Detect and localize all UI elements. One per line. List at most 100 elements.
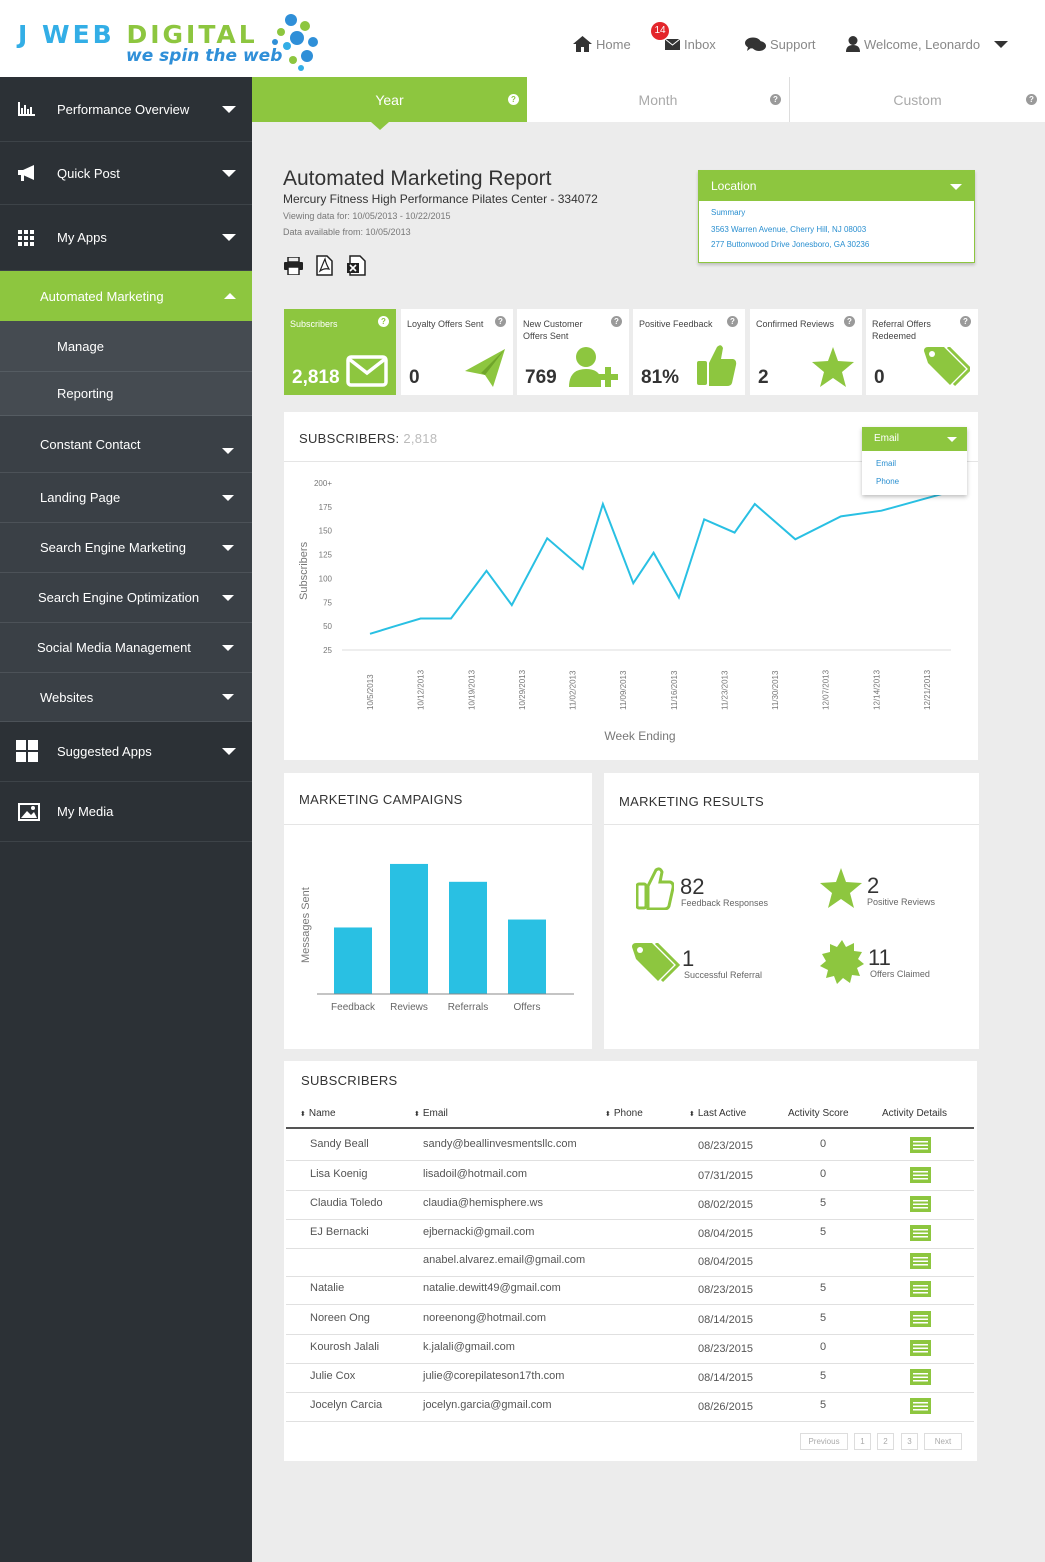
help-icon[interactable]: ?: [611, 316, 622, 327]
column-header-name[interactable]: ⬍ Name: [300, 1108, 336, 1119]
sidebar-item-constant-contact[interactable]: Constant Contact: [0, 416, 252, 473]
result-reviews-label: Positive Reviews: [867, 897, 936, 907]
location-option[interactable]: Summary: [711, 208, 746, 217]
sidebar-item-my-apps[interactable]: My Apps: [0, 205, 252, 271]
divider: [604, 824, 979, 825]
x-tick-label: Referrals: [448, 1002, 489, 1013]
activity-details-icon[interactable]: [910, 1398, 931, 1414]
sidebar-item-performance[interactable]: Performance Overview: [0, 77, 252, 142]
channel-option-phone[interactable]: Phone: [876, 477, 900, 486]
megaphone-icon: [18, 165, 34, 181]
kpi-loyalty-offers[interactable]: Loyalty Offers Sent ? 0: [401, 309, 513, 395]
cell-name: Julie Cox: [310, 1370, 356, 1382]
pagination-page-3[interactable]: 3: [901, 1433, 918, 1450]
tab-year[interactable]: Year ?: [252, 77, 527, 122]
location-option[interactable]: 277 Buttonwood Drive Jonesboro, GA 30236: [711, 240, 870, 249]
chevron-down-icon: [222, 169, 236, 177]
kpi-new-customer-offers[interactable]: New Customer Offers Sent ? 769: [517, 309, 629, 395]
cell-last-active: 08/14/2015: [698, 1314, 754, 1326]
sidebar-item-seo[interactable]: Search Engine Optimization: [0, 573, 252, 623]
chevron-down-icon: [222, 694, 234, 700]
cell-email: natalie.dewitt49@gmail.com: [423, 1282, 561, 1294]
sidebar-item-sem[interactable]: Search Engine Marketing: [0, 523, 252, 573]
help-icon[interactable]: ?: [1026, 94, 1037, 105]
cell-email: lisadoil@hotmail.com: [423, 1168, 528, 1180]
channel-dropdown[interactable]: Email Email Phone: [862, 427, 967, 495]
nav-inbox[interactable]: 14 Inbox: [651, 22, 716, 56]
chevron-down-icon: [222, 105, 236, 113]
y-tick-label: 100: [319, 574, 333, 583]
add-user-icon: [569, 347, 618, 387]
pdf-icon[interactable]: [316, 255, 333, 276]
kpi-positive-feedback[interactable]: Positive Feedback ? 81%: [633, 309, 745, 395]
x-tick-label: 10/29/2013: [518, 669, 527, 710]
sidebar-subitem-manage[interactable]: Manage: [0, 321, 252, 372]
kpi-title: Loyalty Offers Sent: [407, 319, 484, 329]
user-menu[interactable]: Welcome, Leonardo: [846, 32, 1009, 56]
activity-details-icon[interactable]: [910, 1311, 931, 1327]
cell-activity-score: 5: [820, 1226, 827, 1238]
activity-details-icon[interactable]: [910, 1253, 931, 1269]
column-header-last-active[interactable]: ⬍ Last Active: [689, 1108, 747, 1119]
sidebar-subitem-reporting[interactable]: Reporting: [0, 372, 252, 416]
kpi-subscribers[interactable]: Subscribers ? 2,818: [284, 309, 396, 395]
activity-details-icon[interactable]: [910, 1225, 931, 1241]
sidebar-item-landing-page[interactable]: Landing Page: [0, 473, 252, 523]
activity-details-icon[interactable]: [910, 1137, 931, 1153]
brand-name: J WEB DIGITAL: [18, 20, 258, 49]
tab-custom[interactable]: Custom ?: [789, 77, 1045, 122]
sidebar-item-suggested-apps[interactable]: Suggested Apps: [0, 722, 252, 782]
y-axis-label: Subscribers: [298, 541, 310, 600]
sidebar-item-quick-post[interactable]: Quick Post: [0, 142, 252, 205]
cell-activity-score: 0: [820, 1168, 827, 1180]
sidebar-item-smm[interactable]: Social Media Management: [0, 623, 252, 673]
sidebar-label: Manage: [57, 338, 104, 354]
bar-referrals: [449, 881, 487, 994]
nav-support[interactable]: Support: [745, 32, 816, 56]
help-icon[interactable]: ?: [727, 316, 738, 327]
sidebar-item-automated-marketing[interactable]: Automated Marketing: [0, 271, 252, 321]
subscribers-table-title: SUBSCRIBERS: [301, 1073, 398, 1088]
activity-details-icon[interactable]: [910, 1340, 931, 1356]
sidebar-label: Search Engine Marketing: [40, 540, 186, 555]
sidebar-item-websites[interactable]: Websites: [0, 673, 252, 722]
channel-option-email[interactable]: Email: [876, 459, 897, 468]
help-icon[interactable]: ?: [495, 316, 506, 327]
chevron-down-icon: [222, 544, 234, 551]
tab-month[interactable]: Month ?: [527, 77, 789, 122]
excel-icon[interactable]: [347, 255, 366, 276]
kpi-referral-offers[interactable]: Referral Offers Redeemed ? 0: [866, 309, 978, 395]
logo-dots-icon: [272, 14, 318, 71]
activity-details-icon[interactable]: [910, 1167, 931, 1183]
pagination-previous[interactable]: Previous: [800, 1433, 848, 1450]
sidebar-label: Performance Overview: [57, 101, 190, 117]
activity-details-icon[interactable]: [910, 1369, 931, 1385]
print-icon[interactable]: [284, 257, 303, 275]
chevron-down-icon: [950, 184, 962, 190]
activity-details-icon[interactable]: [910, 1281, 931, 1297]
location-dropdown[interactable]: Location Summary 3563 Warren Avenue, Che…: [698, 170, 975, 263]
location-option[interactable]: 3563 Warren Avenue, Cherry Hill, NJ 0800…: [711, 225, 867, 234]
help-icon[interactable]: ?: [508, 94, 519, 105]
channel-dropdown-header[interactable]: Email: [862, 427, 967, 451]
help-icon[interactable]: ?: [378, 316, 389, 327]
nav-home[interactable]: Home: [573, 32, 631, 56]
help-icon[interactable]: ?: [960, 316, 971, 327]
chevron-down-icon[interactable]: [994, 40, 1009, 48]
column-header-email[interactable]: ⬍ Email: [414, 1108, 448, 1119]
pagination-page-2[interactable]: 2: [877, 1433, 894, 1450]
sidebar-item-my-media[interactable]: My Media: [0, 782, 252, 842]
help-icon[interactable]: ?: [844, 316, 855, 327]
pagination-next[interactable]: Next: [924, 1433, 962, 1450]
cell-name: Noreen Ong: [310, 1312, 370, 1324]
kpi-value: 2,818: [292, 367, 340, 388]
pagination-page-1[interactable]: 1: [854, 1433, 871, 1450]
activity-details-icon[interactable]: [910, 1196, 931, 1212]
kpi-confirmed-reviews[interactable]: Confirmed Reviews ? 2: [750, 309, 862, 395]
help-icon[interactable]: ?: [770, 94, 781, 105]
column-header-activity-score[interactable]: Activity Score: [788, 1108, 849, 1119]
sidebar-label: My Media: [57, 804, 114, 819]
brand-logo[interactable]: J WEB DIGITAL we spin the web: [18, 12, 318, 72]
column-header-phone[interactable]: ⬍ Phone: [605, 1108, 643, 1119]
location-dropdown-header[interactable]: Location: [699, 171, 974, 201]
